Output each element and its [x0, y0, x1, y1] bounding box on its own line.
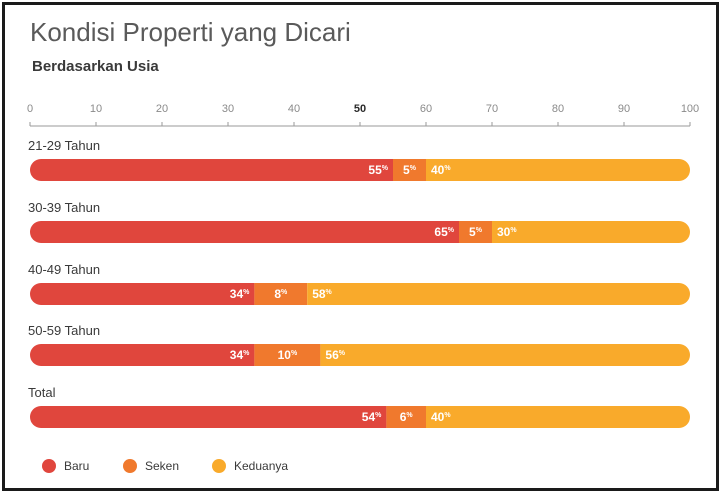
x-tick-label: 60 — [420, 103, 432, 115]
legend-label: Keduanya — [234, 459, 288, 473]
bar-segment-baru — [30, 406, 387, 428]
bar-segment-keduanya — [426, 159, 690, 181]
bar-segment-seken — [459, 221, 492, 243]
bar-segment-baru — [30, 344, 255, 366]
x-tick-label: 70 — [486, 103, 498, 115]
legend-marker — [42, 459, 56, 473]
bar-segment-seken — [254, 283, 308, 305]
x-tick-label: 20 — [156, 103, 168, 115]
x-tick-label: 30 — [222, 103, 234, 115]
bar-segment-keduanya — [492, 221, 690, 243]
bar-segment-baru — [30, 283, 255, 305]
legend-marker — [123, 459, 137, 473]
bar-segment-seken — [254, 344, 321, 366]
category-label: 30-39 Tahun — [28, 200, 100, 215]
chart-subtitle: Berdasarkan Usia — [32, 58, 159, 75]
legend-marker — [212, 459, 226, 473]
x-tick-label: 100 — [681, 103, 699, 115]
bar-segment-seken — [386, 406, 426, 428]
category-label: 50-59 Tahun — [28, 323, 100, 338]
legend-label: Baru — [64, 459, 89, 473]
category-label: 40-49 Tahun — [28, 262, 100, 277]
bar-segment-baru — [30, 221, 459, 243]
x-tick-label: 90 — [618, 103, 630, 115]
category-label: 21-29 Tahun — [28, 138, 100, 153]
bar-segment-keduanya — [426, 406, 690, 428]
category-label: Total — [28, 385, 56, 400]
chart-title: Kondisi Properti yang Dicari — [30, 17, 351, 47]
bar-segment-keduanya — [307, 283, 690, 305]
x-tick-label: 80 — [552, 103, 564, 115]
x-tick-label: 50 — [354, 103, 366, 115]
bar-segment-keduanya — [320, 344, 690, 366]
x-tick-label: 40 — [288, 103, 300, 115]
bar-segment-baru — [30, 159, 393, 181]
x-tick-label: 10 — [90, 103, 102, 115]
x-tick-label: 0 — [27, 103, 33, 115]
bar-segment-seken — [393, 159, 426, 181]
legend-label: Seken — [145, 459, 179, 473]
